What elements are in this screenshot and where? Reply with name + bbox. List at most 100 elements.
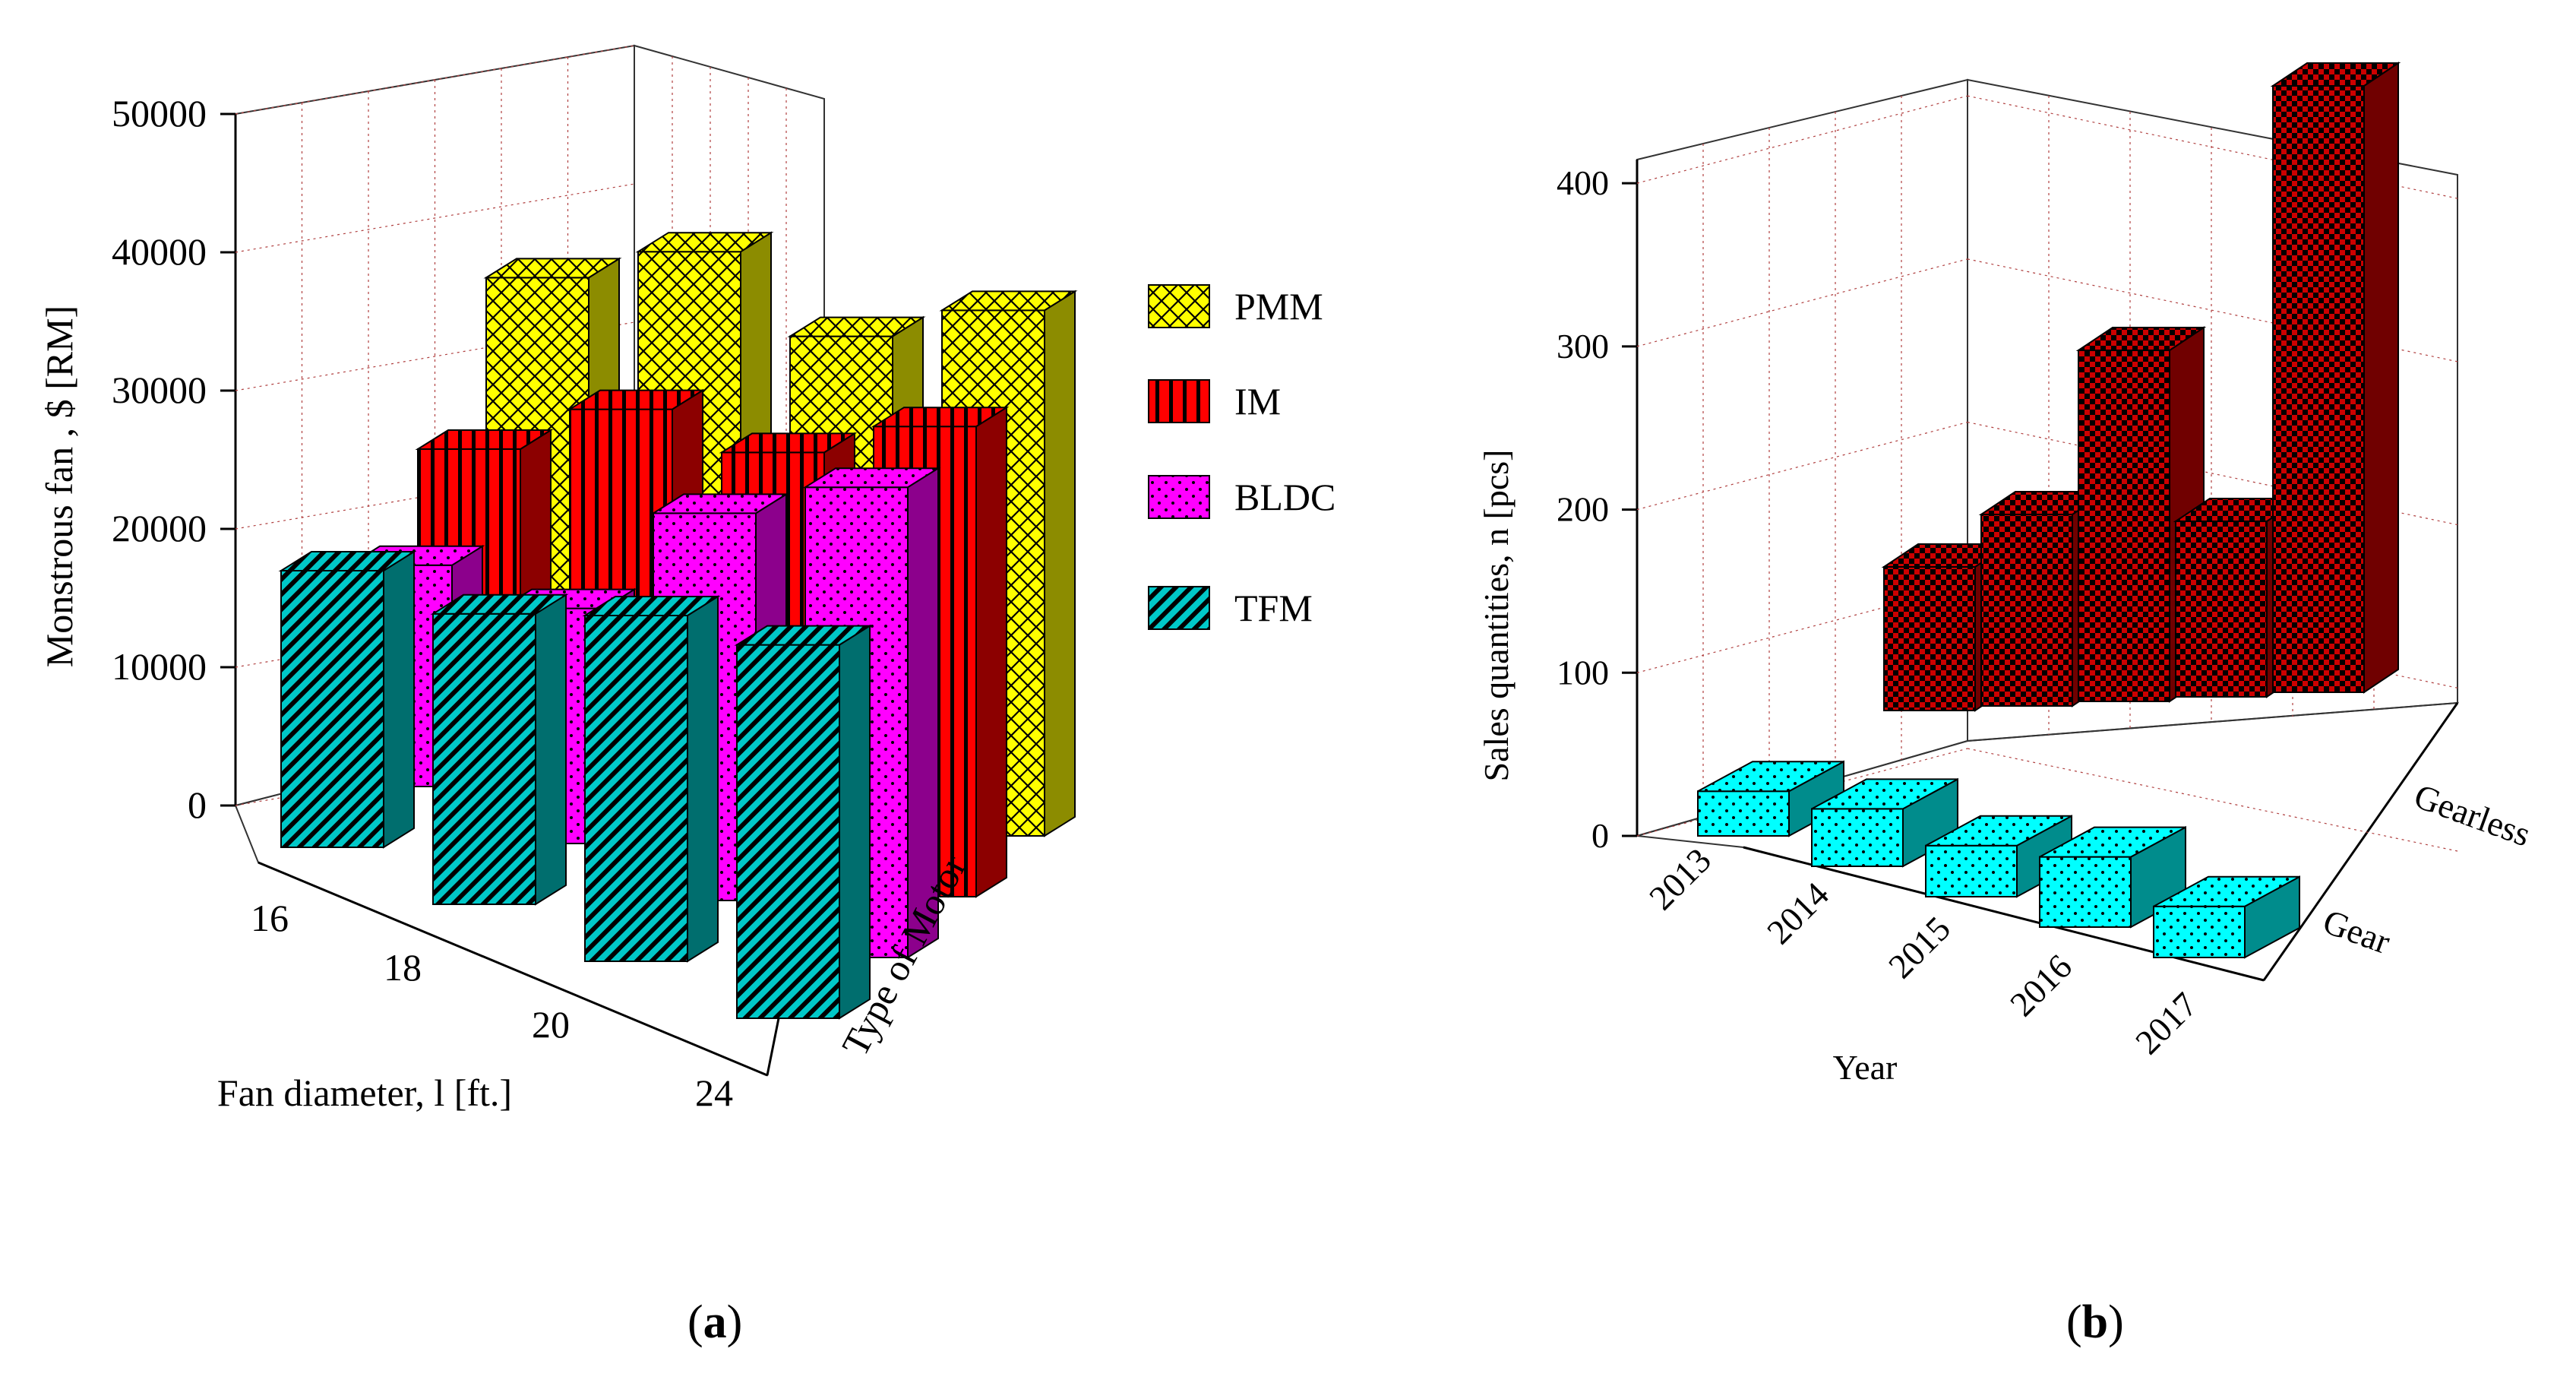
chart-b-bar-gear-2016-top xyxy=(2039,826,2186,858)
chart-b-tick-label: 100 xyxy=(1557,653,1609,692)
panel-a-label-letter: a xyxy=(703,1296,727,1348)
chart-b-bar-gearless-2017 xyxy=(2270,62,2401,694)
chart-b-bar-gear-2015 xyxy=(1925,815,2072,898)
chart-b-gridline xyxy=(1636,95,1968,184)
chart-a-bar-bldc-20-top xyxy=(650,493,789,514)
chart-a-bar-tfm-18-top xyxy=(430,593,569,615)
chart-a-bar-pmm-24-side xyxy=(1044,290,1076,837)
chart-a-bar-tfm-20-front xyxy=(584,615,688,962)
chart-b-tick-label: 300 xyxy=(1557,327,1609,366)
chart-a-tick-label: 0 xyxy=(188,783,207,826)
chart-b-gridline xyxy=(1967,748,2458,852)
legend-swatch-im xyxy=(1148,379,1210,423)
chart-a-bar-tfm-24-side xyxy=(839,624,871,1020)
chart-a-bar-im-20-top xyxy=(719,432,858,454)
chart-a-category-18: 18 xyxy=(384,946,422,989)
chart-a-gridline xyxy=(235,183,635,253)
chart-b-xlabel: Year xyxy=(1833,1048,1898,1087)
chart-b-y-ticks: 0 100 200 300 400 xyxy=(1557,163,1637,855)
panel-a-label: (a) xyxy=(687,1296,742,1350)
chart-b-bar-gear-2015-front xyxy=(1925,844,2018,898)
chart-a-category-20: 20 xyxy=(532,1003,570,1046)
panel-b-label-close: ) xyxy=(2108,1296,2124,1348)
chart-a-ylabel: Monstrous fan , $ [RM] xyxy=(38,305,81,667)
legend-swatch-pmm xyxy=(1148,284,1210,328)
chart-b-bar-gear-2015-top xyxy=(1925,815,2072,847)
chart-b-z-gearless: Gearless xyxy=(2410,776,2536,853)
chart-a-bar-pmm-18-top xyxy=(635,232,774,253)
chart-a-bar-tfm-24 xyxy=(734,624,873,1020)
chart-b-bar-gear-2017 xyxy=(2153,875,2300,959)
chart-a-tick-label: 40000 xyxy=(112,230,207,273)
panel-a-label-close: ) xyxy=(726,1296,743,1348)
chart-b-bar-gearless-2013-front xyxy=(1883,566,1976,711)
chart-b-category-2016: 2016 xyxy=(2002,947,2079,1024)
chart-a-bar-tfm-16 xyxy=(278,550,417,849)
legend-label-im: IM xyxy=(1234,380,1281,423)
chart-b-bar-gear-2013 xyxy=(1697,760,1844,837)
chart-a-bar-tfm-18-side xyxy=(535,593,567,906)
chart-b-gridline xyxy=(1967,95,2458,199)
legend-swatch-bldc xyxy=(1148,475,1210,519)
chart-b-bar-gear-2017-top xyxy=(2153,875,2300,907)
chart-b-gridline xyxy=(1636,258,1968,347)
chart-b-tick-label: 400 xyxy=(1557,163,1609,202)
chart-a-tick-label: 30000 xyxy=(112,369,207,411)
legend-swatch-tfm xyxy=(1148,586,1210,630)
chart-a-xlabel: Fan diameter, l [ft.] xyxy=(217,1071,512,1114)
chart-b-gridline xyxy=(1967,258,2458,362)
chart-a-bar-pmm-20-top xyxy=(787,316,926,337)
chart-b-gridline xyxy=(1636,421,1968,511)
chart-a-bar-tfm-16-side xyxy=(383,550,415,849)
chart-b-z-gear: Gear xyxy=(2318,901,2395,961)
chart-a-bar-tfm-18-front xyxy=(432,612,536,905)
chart-a-bar-tfm-20 xyxy=(582,595,721,963)
panel-a-label-open: ( xyxy=(687,1296,703,1348)
chart-b-bar-gear-2013-top xyxy=(1697,761,1844,793)
chart-b-tick-label: 200 xyxy=(1557,490,1609,529)
chart-b-bars xyxy=(1697,62,2401,959)
chart-b-bar-gearless-2017-front xyxy=(2272,85,2365,693)
chart-a-tick-label: 50000 xyxy=(112,92,207,135)
chart-b-bar-gear-2014 xyxy=(1811,777,1958,868)
chart-a-tick-label: 10000 xyxy=(112,645,207,688)
chart-a-bar-tfm-16-front xyxy=(280,570,384,848)
chart-a-bars xyxy=(278,231,1078,1020)
chart-b-bar-gearless-2014-front xyxy=(1980,514,2073,707)
chart-a-tick-label: 20000 xyxy=(112,507,207,549)
chart-b-tick-label: 0 xyxy=(1591,816,1609,855)
chart-b-bar-gear-2017-front xyxy=(2153,905,2246,959)
chart-a-bar-im-24-side xyxy=(975,406,1007,898)
chart-b-bar-gear-2016-front xyxy=(2039,856,2132,928)
chart-b-category-2013: 2013 xyxy=(1642,840,1718,917)
chart-b-bar-gear-2014-front xyxy=(1811,808,1904,868)
panel-b-label-open: ( xyxy=(2066,1296,2082,1348)
chart-a-legend: PMM IM BLDC TFM xyxy=(1148,284,1335,630)
legend-label-pmm: PMM xyxy=(1234,285,1323,328)
chart-a-bar-im-18-top xyxy=(567,389,706,410)
chart-a-bar-tfm-20-top xyxy=(582,596,721,616)
chart-a-bar-tfm-24-top xyxy=(734,625,873,646)
chart-a-bar-tfm-16-top xyxy=(278,551,417,571)
chart-b-category-2017: 2017 xyxy=(2128,985,2205,1062)
chart-b-ylabel: Sales quantities, n [pcs] xyxy=(1477,450,1516,782)
chart-a-bar-tfm-24-front xyxy=(736,644,840,1019)
legend-label-tfm: TFM xyxy=(1234,587,1313,629)
chart-a-bar-tfm-20-side xyxy=(687,595,719,963)
chart-a-category-16: 16 xyxy=(251,897,289,939)
chart-b-bar-gearless-2015-front xyxy=(2078,350,2170,702)
chart-b-gridline xyxy=(1967,421,2458,526)
chart-b-z-labels: Gear Gearless xyxy=(2318,776,2536,961)
panel-b-label-letter: b xyxy=(2081,1296,2109,1348)
chart-b-bar-gear-2014-top xyxy=(1811,778,1958,810)
chart-a-bar-tfm-18 xyxy=(430,593,569,906)
panel-b-label: (b) xyxy=(2066,1296,2124,1350)
chart-a-bar-im-16-top xyxy=(415,429,554,450)
chart-a-category-labels: 16 18 20 24 xyxy=(251,897,733,1114)
chart-a-bar-bldc-24-top xyxy=(802,467,941,489)
chart-b-bar-gearless-2017-side xyxy=(2363,62,2399,694)
chart-a-y-ticks: 0 10000 20000 30000 40000 50000 xyxy=(112,92,235,826)
chart-a-category-24: 24 xyxy=(695,1071,733,1114)
chart-a-bar-im-24-top xyxy=(871,407,1010,428)
